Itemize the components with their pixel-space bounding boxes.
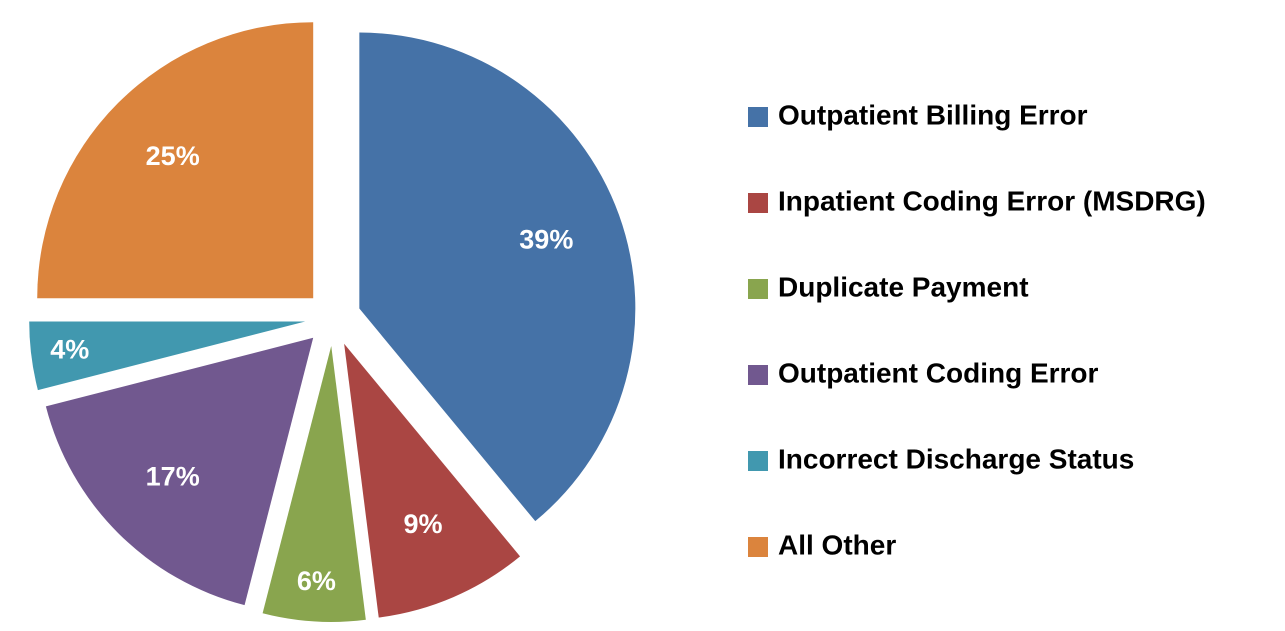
- data-label: 9%: [404, 509, 443, 539]
- pie-slice: [262, 345, 366, 622]
- legend-swatch: [748, 107, 768, 127]
- pie-slice: [37, 22, 314, 299]
- legend-label: Inpatient Coding Error (MSDRG): [778, 185, 1206, 216]
- data-label: 39%: [519, 224, 573, 254]
- legend-label: Duplicate Payment: [778, 271, 1029, 302]
- pie-slice: [359, 32, 636, 522]
- data-label: 4%: [50, 334, 89, 364]
- pie-slice: [344, 343, 521, 618]
- pie-slice: [45, 337, 314, 606]
- legend-swatch: [748, 365, 768, 385]
- legend-swatch: [748, 279, 768, 299]
- legend-swatch: [748, 451, 768, 471]
- legend-label: Incorrect Discharge Status: [778, 443, 1134, 474]
- legend-swatch: [748, 537, 768, 557]
- pie-slice: [29, 321, 306, 391]
- legend-label: All Other: [778, 529, 896, 560]
- data-label: 17%: [146, 461, 200, 491]
- legend-swatch: [748, 193, 768, 213]
- legend-label: Outpatient Billing Error: [778, 99, 1088, 130]
- data-label: 25%: [146, 141, 200, 171]
- legend-label: Outpatient Coding Error: [778, 357, 1099, 388]
- data-label: 6%: [297, 566, 336, 596]
